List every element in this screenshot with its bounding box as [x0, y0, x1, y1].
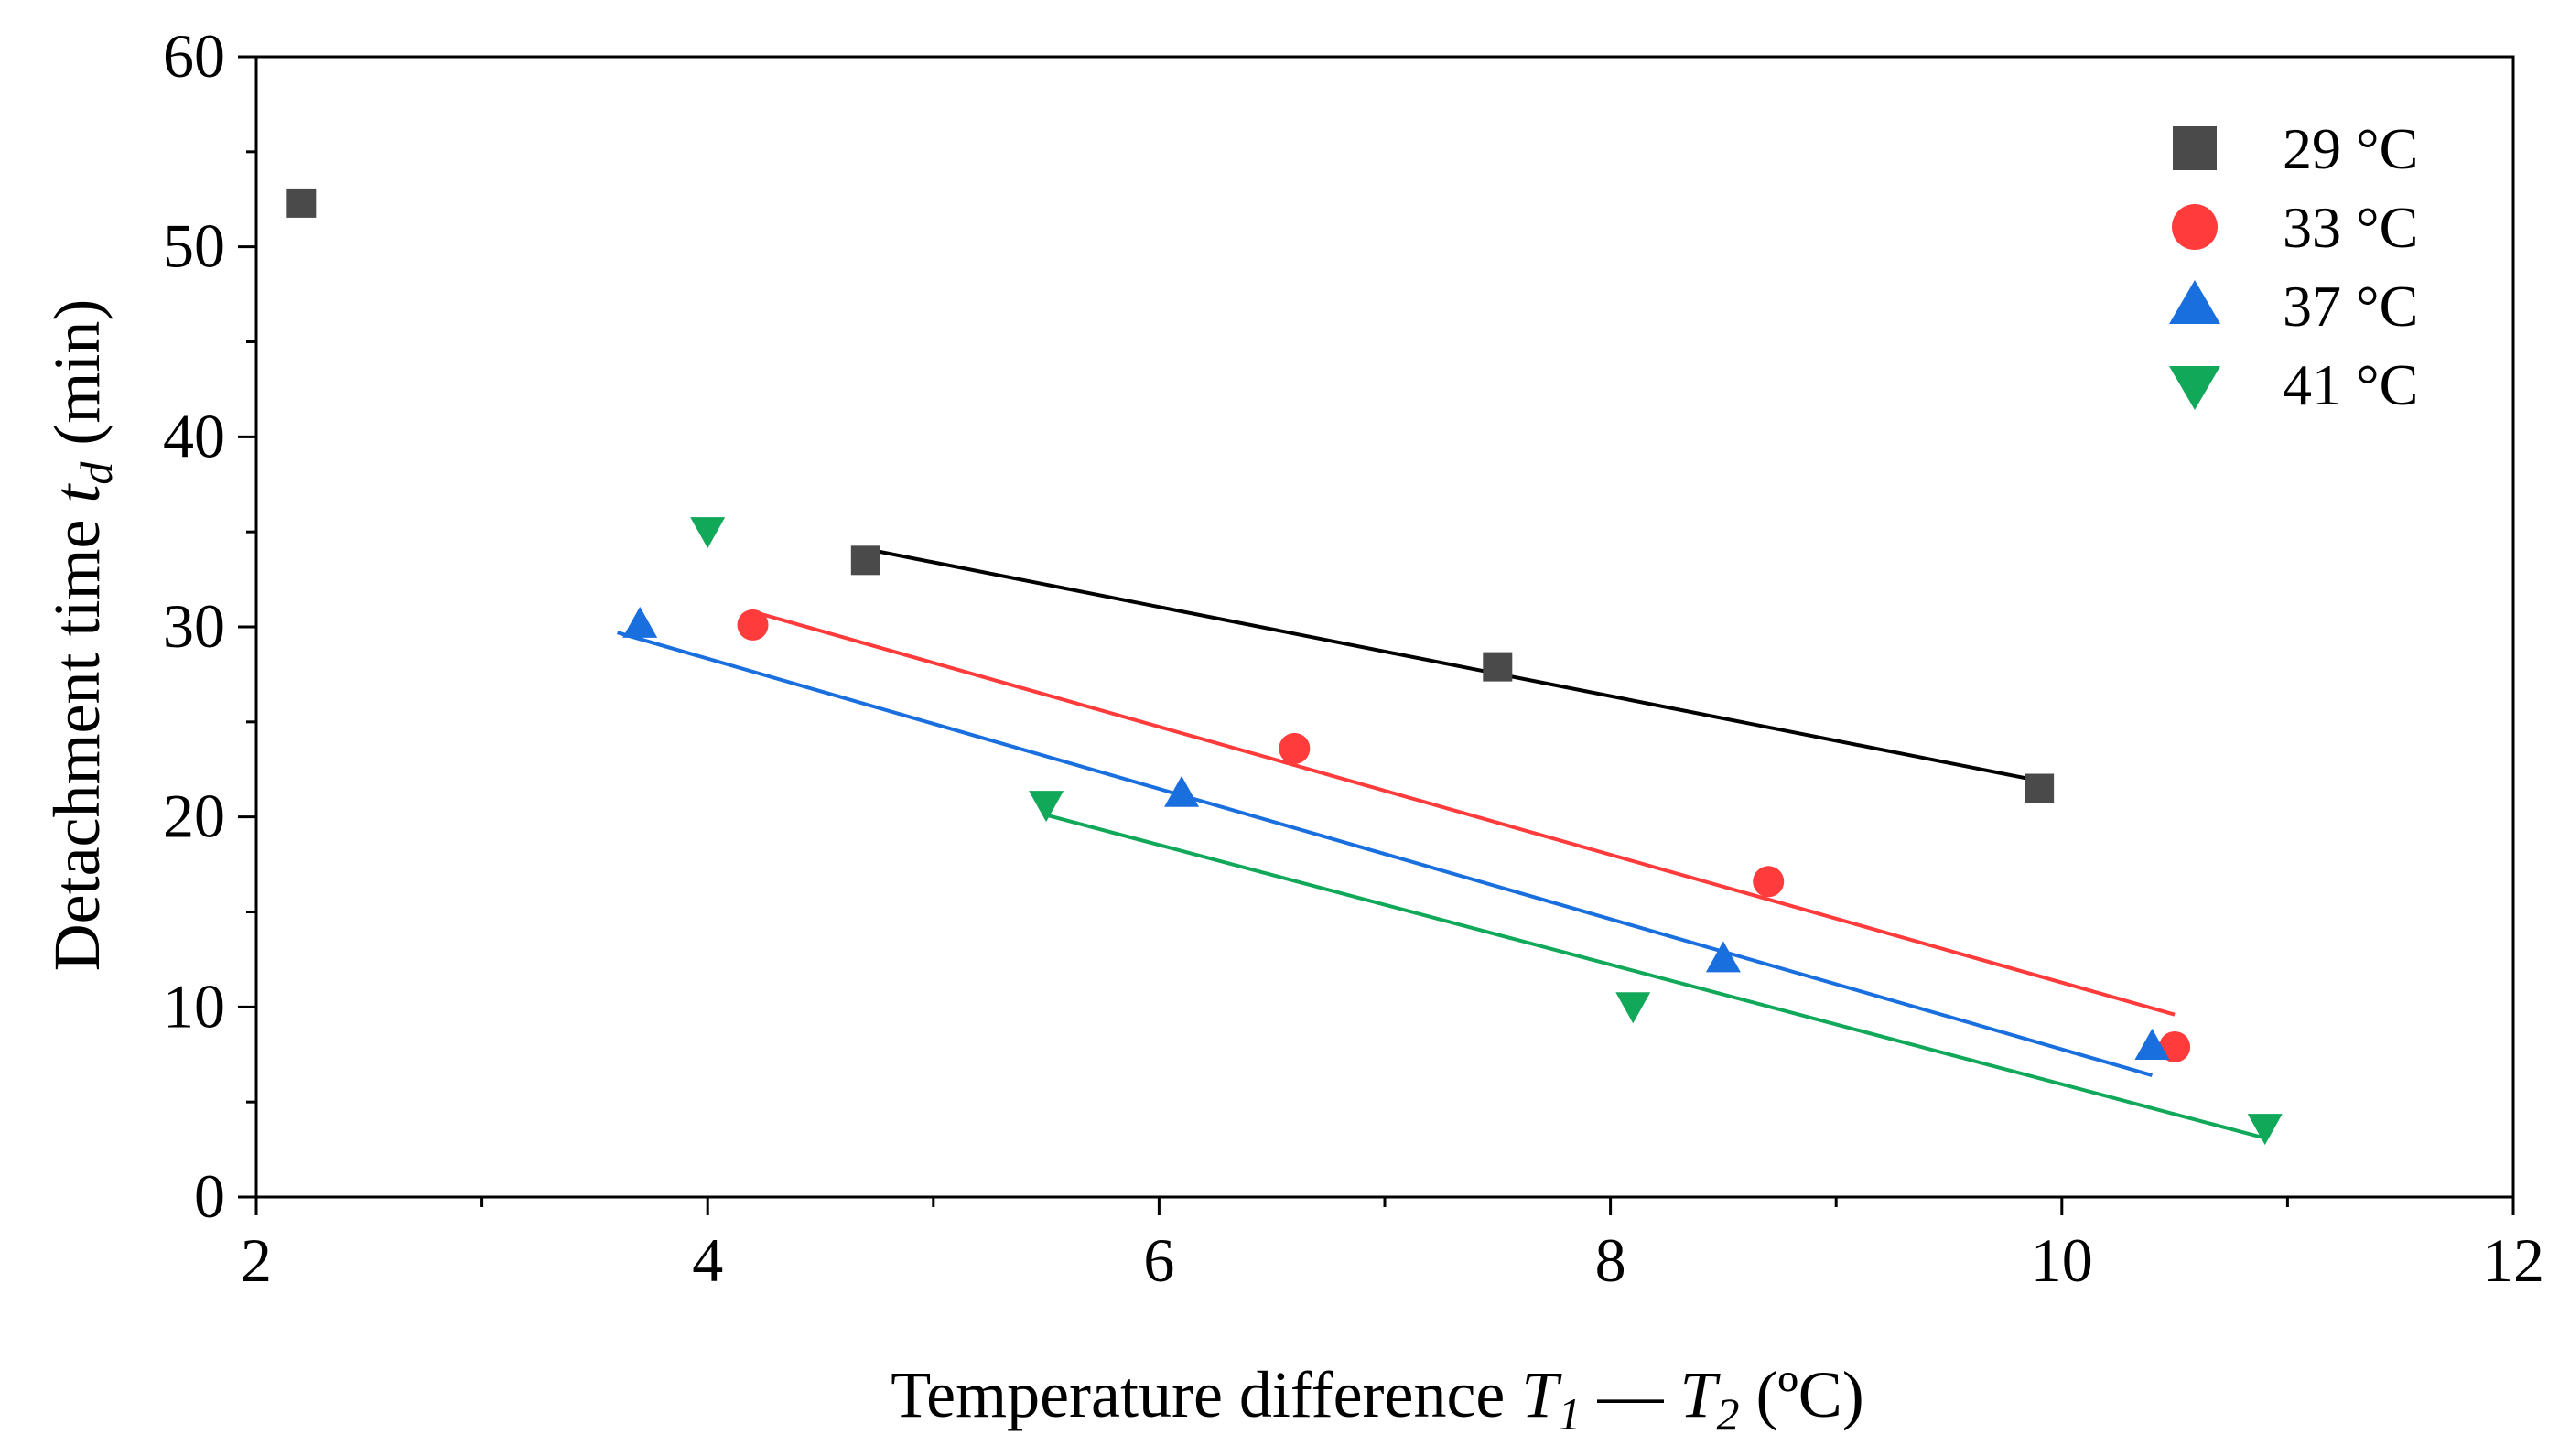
- data-point-41c-0: [690, 517, 726, 549]
- data-point-29c-3: [2025, 773, 2055, 803]
- fit-line-37c: [617, 631, 2153, 1078]
- x-axis-title-dash: —: [1581, 1358, 1679, 1431]
- x-axis-title: Temperature difference T1 — T2 (ºC): [891, 1358, 1864, 1440]
- y-tick-label-60: 60: [163, 21, 225, 91]
- legend-marker-33c: [2172, 204, 2218, 250]
- x-axis-title-sub2: 2: [1716, 1388, 1739, 1440]
- data-point-41c-3: [2247, 1114, 2283, 1146]
- fit-line-33c: [751, 609, 2176, 1017]
- data-point-37c-1: [1164, 775, 1200, 807]
- y-axis-title-sub: d: [70, 461, 122, 485]
- legend-label-37c: 37 °C: [2283, 274, 2418, 339]
- y-tick-label-20: 20: [163, 782, 225, 851]
- y-axis-title-unit: (min): [40, 299, 113, 462]
- legend-marker-41c: [2169, 366, 2220, 410]
- data-point-29c-0: [286, 188, 317, 218]
- legend: 29 °C 33 °C 37 °C 41 °C: [2169, 116, 2418, 417]
- legend-item-29c: 29 °C: [2173, 116, 2418, 181]
- y-axis-title-prefix: Detachment time: [40, 503, 113, 972]
- legend-label-33c: 33 °C: [2283, 195, 2418, 260]
- legend-label-41c: 41 °C: [2283, 352, 2418, 417]
- x-axis-title-sub1: 1: [1558, 1388, 1581, 1440]
- x-tick-label-10: 10: [2031, 1225, 2093, 1295]
- data-point-33c-0: [737, 609, 769, 641]
- data-point-33c-3: [2159, 1030, 2191, 1062]
- legend-item-37c: 37 °C: [2169, 274, 2418, 339]
- legend-marker-29c: [2173, 126, 2217, 170]
- legend-item-41c: 41 °C: [2169, 352, 2418, 417]
- data-point-33c-2: [1753, 866, 1785, 898]
- data-point-29c-2: [1483, 652, 1513, 682]
- data-point-41c-1: [1029, 791, 1064, 823]
- y-tick-label-0: 0: [194, 1161, 225, 1231]
- fit-line-29c: [865, 546, 2040, 783]
- data-point-37c-0: [622, 606, 658, 638]
- y-axis-title-var: t: [40, 483, 113, 503]
- legend-item-33c: 33 °C: [2172, 195, 2418, 260]
- x-axis-title-var2: T: [1679, 1358, 1721, 1431]
- y-tick-label-10: 10: [163, 971, 225, 1041]
- y-tick-label-30: 30: [163, 591, 225, 661]
- axes: 2 4 6 8 10 12 0 10 20 30 40 50 60: [163, 21, 2544, 1295]
- data-point-29c-1: [850, 545, 880, 576]
- fit-lines: [617, 546, 2266, 1140]
- y-tick-label-50: 50: [163, 211, 225, 281]
- x-tick-label-2: 2: [241, 1225, 272, 1295]
- y-axis-title: Detachment time td (min): [40, 299, 122, 972]
- data-markers: [286, 188, 2283, 1146]
- x-tick-label-8: 8: [1595, 1225, 1626, 1295]
- legend-marker-37c: [2169, 280, 2220, 324]
- data-point-41c-2: [1615, 992, 1651, 1024]
- x-tick-label-4: 4: [692, 1225, 723, 1295]
- data-point-37c-3: [2134, 1028, 2170, 1060]
- legend-label-29c: 29 °C: [2283, 116, 2418, 181]
- x-axis-title-prefix: Temperature difference: [891, 1358, 1521, 1431]
- data-point-37c-2: [1705, 941, 1741, 973]
- x-tick-label-6: 6: [1143, 1225, 1174, 1295]
- fit-line-41c: [1045, 813, 2266, 1140]
- data-point-33c-1: [1279, 732, 1311, 764]
- x-tick-label-12: 12: [2482, 1225, 2544, 1295]
- x-axis-title-unit: (ºC): [1739, 1358, 1863, 1431]
- y-tick-label-40: 40: [163, 401, 225, 470]
- x-axis-title-var1: T: [1521, 1358, 1562, 1431]
